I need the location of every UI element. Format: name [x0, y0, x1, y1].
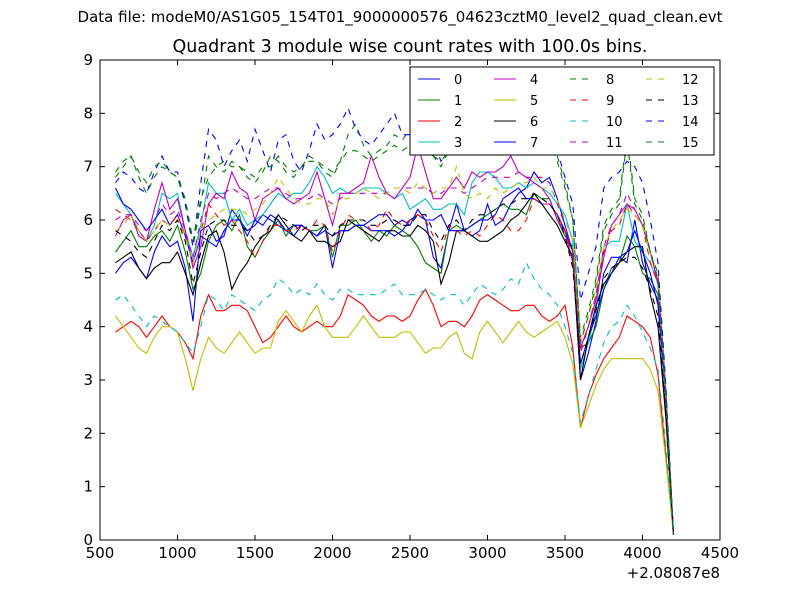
- y-tick-label: 6: [83, 211, 93, 229]
- y-tick-label: 4: [83, 318, 93, 336]
- x-tick-label: 1000: [158, 544, 196, 562]
- legend-label-13: 13: [682, 94, 699, 109]
- x-tick-label: 3000: [468, 544, 506, 562]
- series-line-12: [115, 164, 675, 535]
- x-tick-label: 4500: [701, 544, 739, 562]
- x-tick-label: 500: [86, 544, 115, 562]
- series-line-8: [115, 112, 675, 535]
- legend-label-3: 3: [454, 136, 462, 151]
- series-line-15: [115, 123, 675, 535]
- legend-label-14: 14: [682, 115, 699, 130]
- y-tick-label: 0: [83, 531, 93, 549]
- legend-label-8: 8: [606, 73, 614, 88]
- legend-label-2: 2: [454, 115, 462, 130]
- y-tick-label: 9: [83, 51, 93, 69]
- series-line-10: [115, 261, 675, 535]
- chart-suptitle: Data file: modeM0/AS1G05_154T01_90000005…: [77, 8, 723, 26]
- legend-label-6: 6: [530, 115, 538, 130]
- legend-label-11: 11: [606, 136, 623, 151]
- y-tick-label: 2: [83, 424, 93, 442]
- legend-label-10: 10: [606, 115, 623, 130]
- series-line-14: [115, 101, 675, 535]
- legend-label-0: 0: [454, 73, 462, 88]
- series-line-7: [115, 187, 675, 535]
- y-tick-label: 5: [83, 264, 93, 282]
- series-line-5: [115, 304, 675, 535]
- series-line-2: [115, 288, 675, 535]
- x-tick-label: 3500: [546, 544, 584, 562]
- series-line-6: [115, 192, 675, 535]
- series-line-0: [115, 170, 675, 535]
- x-tick-label: 4000: [623, 544, 661, 562]
- series-line-13: [115, 192, 675, 535]
- legend-label-12: 12: [682, 73, 699, 88]
- series-line-3: [115, 165, 675, 535]
- legend-label-7: 7: [530, 136, 538, 151]
- x-tick-label: 1500: [236, 544, 274, 562]
- series-line-11: [115, 171, 675, 535]
- y-tick-label: 3: [83, 371, 93, 389]
- legend-label-1: 1: [454, 94, 462, 109]
- x-tick-label: 2000: [313, 544, 351, 562]
- chart-title: Quadrant 3 module wise count rates with …: [172, 37, 648, 57]
- y-tick-label: 8: [83, 104, 93, 122]
- x-tick-label: 2500: [391, 544, 429, 562]
- legend-label-4: 4: [530, 73, 538, 88]
- y-tick-label: 7: [83, 158, 93, 176]
- axis-layer: 500 1000 1500 2000 2500 3000 3500 4000 450001234…: [83, 51, 739, 582]
- legend-label-9: 9: [606, 94, 614, 109]
- series-layer: [115, 101, 675, 535]
- legend-label-5: 5: [530, 94, 538, 109]
- x-offset-label: +2.08087e8: [627, 564, 720, 582]
- y-tick-label: 1: [83, 478, 93, 496]
- legend-box: [409, 66, 715, 156]
- legend-label-15: 15: [682, 136, 699, 151]
